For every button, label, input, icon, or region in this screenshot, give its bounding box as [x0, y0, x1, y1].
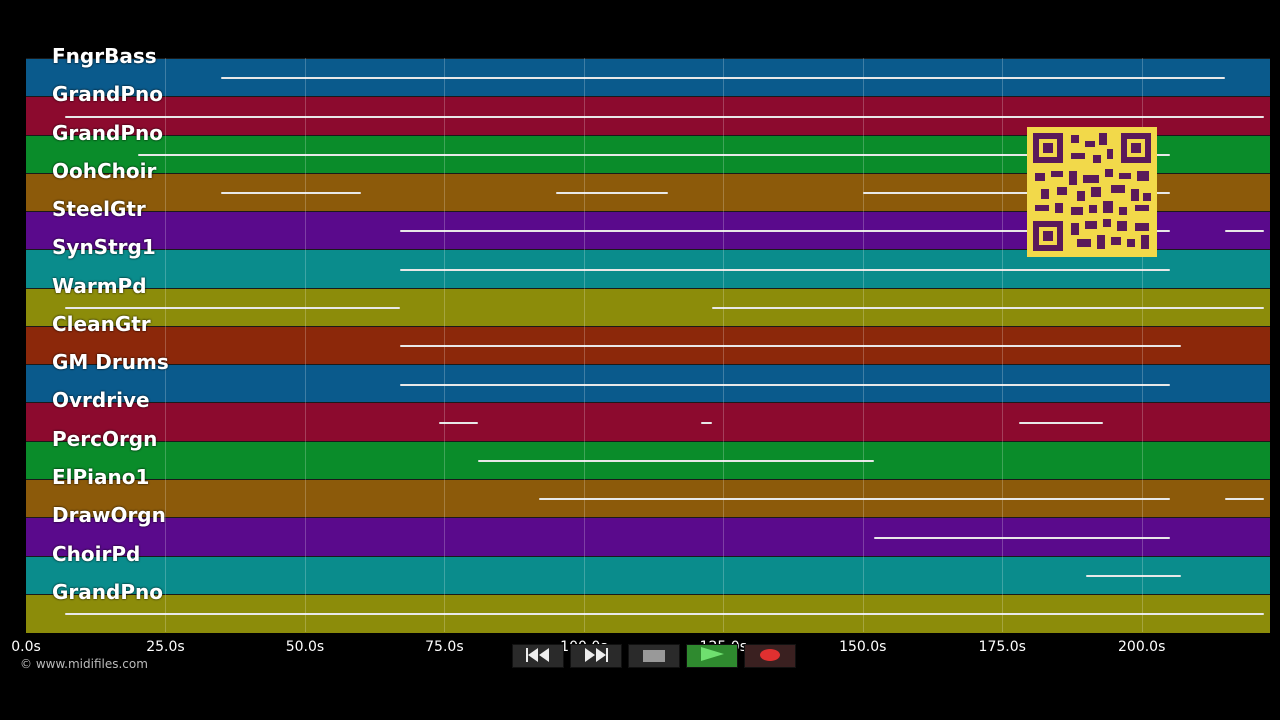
time-tick-label: 0.0s — [11, 639, 41, 655]
grid-line — [165, 58, 167, 632]
note-segment — [65, 306, 400, 309]
track-lane — [26, 517, 1270, 557]
grid-line — [862, 58, 864, 632]
stop-button[interactable] — [628, 644, 680, 668]
fast-forward-icon — [583, 647, 609, 666]
transport-controls — [512, 644, 796, 668]
note-segment — [221, 192, 361, 195]
note-segment — [1225, 498, 1265, 501]
time-tick-label: 25.0s — [146, 639, 185, 655]
note-segment — [539, 498, 1170, 501]
track-name: CleanGtr — [52, 311, 151, 336]
note-segment — [137, 153, 1170, 156]
note-segment — [399, 230, 1170, 233]
record-button[interactable] — [744, 644, 796, 668]
grid-line — [304, 58, 306, 632]
note-segment — [221, 77, 1226, 80]
track-lane — [26, 287, 1270, 327]
note-segment — [438, 421, 478, 424]
track-name: PercOrgn — [52, 426, 158, 451]
note-segment — [862, 192, 1170, 195]
note-segment — [873, 536, 1170, 539]
qr-code — [1027, 127, 1157, 257]
track-name: SynStrg1 — [52, 235, 156, 260]
note-segment — [555, 192, 668, 195]
track-name: OohChoir — [52, 158, 157, 183]
time-tick-label: 150.0s — [839, 639, 887, 655]
play-icon — [699, 646, 725, 666]
note-segment — [712, 306, 1265, 309]
track-name: SteelGtr — [52, 197, 146, 222]
copyright-text: © www.midifiles.com — [20, 657, 148, 671]
track-lane — [26, 325, 1270, 366]
track-name: GrandPno — [52, 82, 163, 107]
track-name: FngrBass — [52, 44, 157, 68]
track-name: DrawOrgn — [52, 503, 166, 528]
rewind-icon — [525, 647, 551, 666]
track-lane — [26, 402, 1270, 442]
time-tick-label: 50.0s — [285, 639, 325, 655]
track-name: GrandPno — [52, 579, 163, 604]
time-tick-label: 200.0s — [1118, 639, 1166, 655]
note-segment — [1018, 421, 1103, 424]
note-segment — [1085, 574, 1181, 577]
track-name: GrandPno — [52, 120, 163, 145]
note-segment — [1225, 230, 1265, 233]
track-lane — [26, 555, 1270, 595]
time-tick-label: 75.0s — [425, 639, 464, 655]
note-segment — [399, 383, 1170, 386]
grid-line — [1141, 58, 1143, 632]
track-lane — [26, 58, 1270, 98]
track-name: WarmPd — [52, 273, 147, 298]
note-segment — [65, 115, 1265, 118]
track-lane — [26, 364, 1270, 404]
play-button[interactable] — [686, 644, 738, 668]
note-segment — [65, 613, 1265, 616]
track-name: Ovrdrive — [52, 388, 150, 413]
track-name: ElPiano1 — [52, 464, 150, 489]
note-segment — [477, 460, 874, 463]
note-segment — [399, 345, 1181, 348]
grid-line — [444, 58, 446, 632]
rewind-button[interactable] — [512, 644, 564, 668]
time-tick-label: 175.0s — [978, 639, 1026, 655]
track-lane — [26, 478, 1270, 519]
track-lane — [26, 593, 1270, 634]
record-icon — [759, 647, 781, 666]
grid-line — [583, 58, 585, 632]
track-name: GM Drums — [52, 350, 169, 375]
note-segment — [700, 421, 713, 424]
track-lane — [26, 440, 1270, 480]
track-name: ChoirPd — [52, 541, 141, 566]
grid-line — [1002, 58, 1004, 632]
fast-forward-button[interactable] — [570, 644, 622, 668]
stop-icon — [643, 647, 665, 666]
grid-line — [723, 58, 725, 632]
note-segment — [399, 268, 1170, 271]
